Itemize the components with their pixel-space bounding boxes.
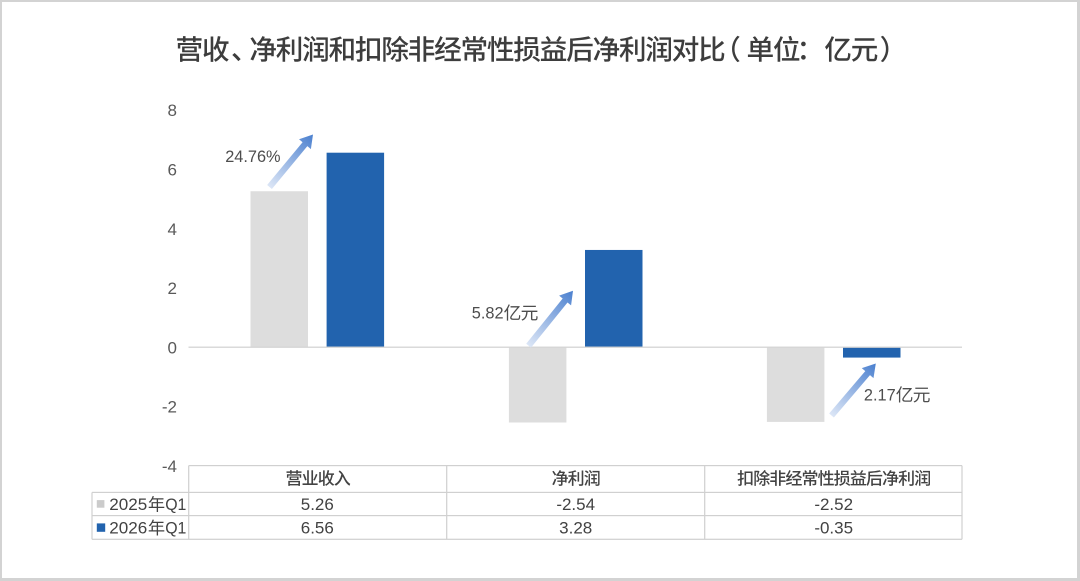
svg-text:24.76%: 24.76% [225,147,280,166]
svg-text:-2: -2 [162,398,177,417]
svg-text:Q1: Q1 [165,520,186,538]
svg-text:2026: 2026 [109,520,147,538]
svg-text:-2.54: -2.54 [556,495,595,514]
svg-text:5.82: 5.82 [472,304,504,323]
svg-text:8: 8 [168,101,177,120]
svg-text:2025: 2025 [109,496,147,514]
svg-text:4: 4 [168,220,177,239]
svg-text:-0.35: -0.35 [814,519,853,538]
svg-text:2: 2 [168,279,177,298]
svg-text:3.28: 3.28 [559,519,592,538]
svg-text:-4: -4 [162,457,177,476]
svg-text:6.56: 6.56 [301,519,334,538]
svg-text:5.26: 5.26 [301,495,334,514]
svg-text:6: 6 [168,161,177,180]
svg-text:Q1: Q1 [165,496,186,514]
svg-text:2.17: 2.17 [864,386,896,405]
svg-text:0: 0 [168,338,177,357]
svg-text:-2.52: -2.52 [814,495,853,514]
